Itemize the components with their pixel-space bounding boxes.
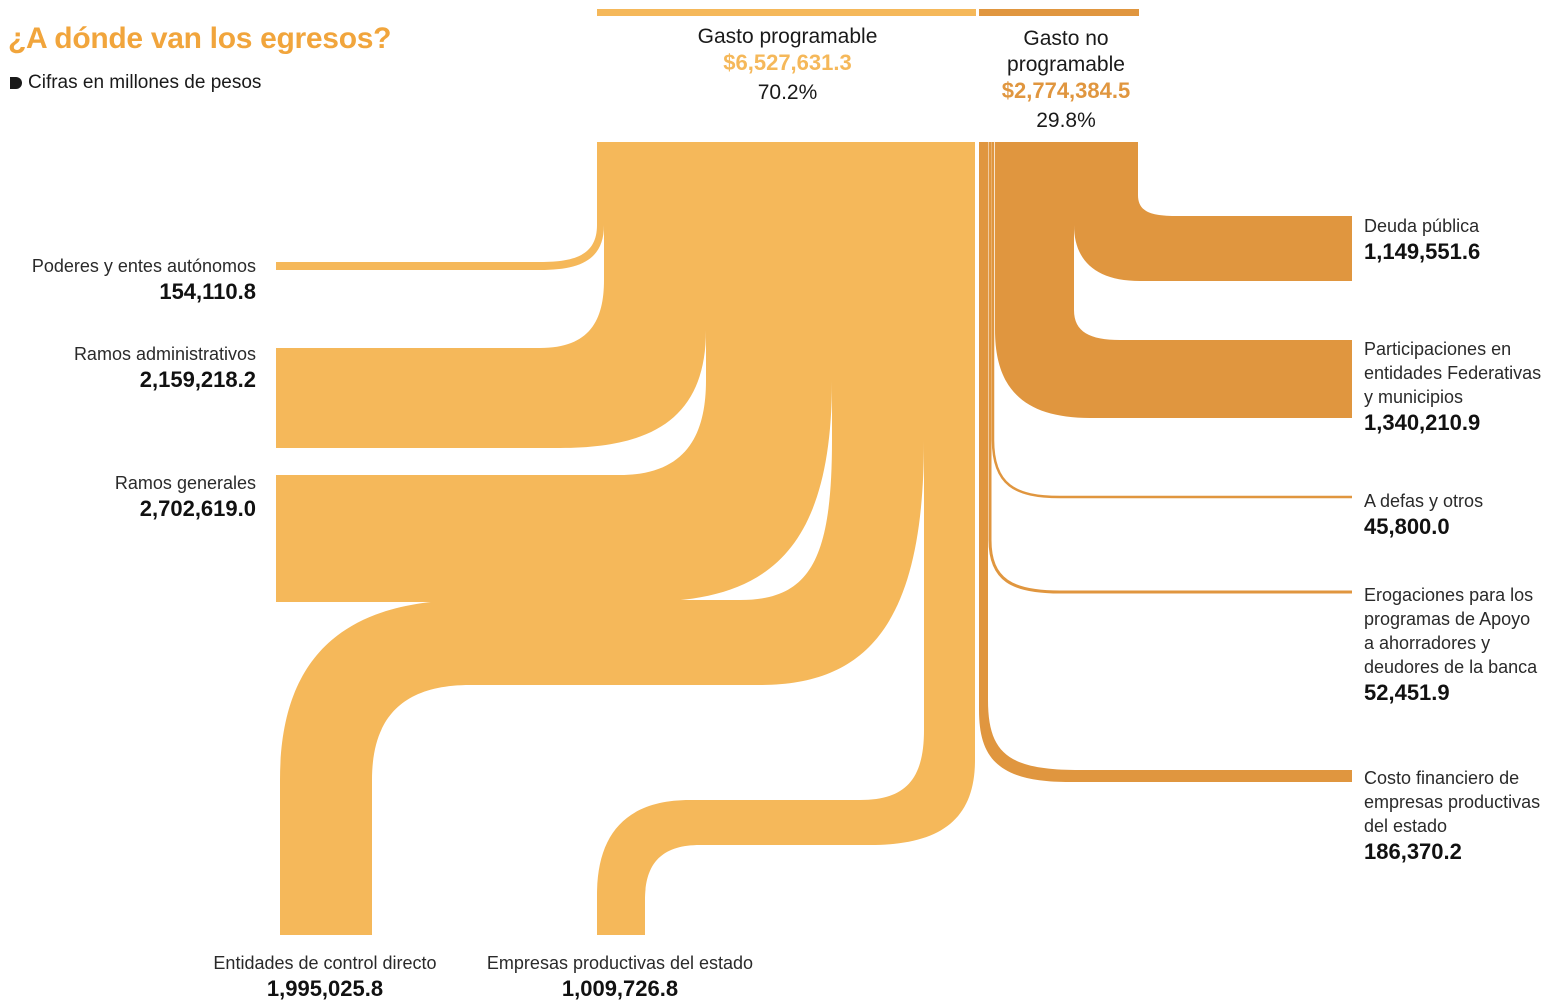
label-deuda-publica: Deuda pública 1,149,551.6 [1364, 214, 1562, 266]
label-poderes: Poderes y entes autónomos 154,110.8 [0, 254, 256, 306]
label-erogaciones: Erogaciones para los programas de Apoyo … [1364, 583, 1562, 707]
label-erogaciones-line-3: a ahorradores y [1364, 633, 1491, 653]
header-programable-label: Gasto programable [697, 25, 878, 48]
label-poderes-name: Poderes y entes autónomos [31, 256, 256, 276]
label-participaciones-value: 1,340,210.9 [1364, 410, 1481, 435]
chart-title: ¿A dónde van los egresos? [8, 22, 392, 55]
flow-ramos-generales [276, 142, 832, 602]
flow-ramos-administrativos [276, 142, 706, 448]
header-programable-amount: $6,527,631.3 [723, 50, 852, 75]
header-no-programable-pct: 29.8% [1036, 109, 1096, 132]
chart-subtitle: Cifras en millones de pesos [10, 72, 261, 94]
bullet-icon [10, 77, 22, 89]
flow-deuda-publica [1074, 142, 1352, 281]
bar-gasto-no-programable [979, 9, 1139, 16]
header-no-programable-label-2: programable [1007, 53, 1125, 76]
label-participaciones-line-2: entidades Federativas [1364, 363, 1542, 383]
label-adefas-value: 45,800.0 [1364, 514, 1450, 539]
bar-gasto-programable [597, 9, 976, 16]
label-costo-financiero-line-3: del estado [1364, 816, 1448, 836]
label-deuda-publica-line: Deuda pública [1364, 216, 1480, 236]
flow-empresas-productivas [597, 142, 975, 935]
label-entidades-control-value: 1,995,025.8 [266, 976, 384, 1001]
label-adefas-line: A defas y otros [1364, 491, 1484, 511]
label-ramos-generales-value: 2,702,619.0 [139, 496, 256, 521]
label-erogaciones-line-2: programas de Apoyo [1364, 609, 1531, 629]
label-costo-financiero-line-2: empresas productivas [1364, 792, 1541, 812]
label-empresas-productivas-value: 1,009,726.8 [561, 976, 679, 1001]
label-ramos-administrativos-value: 2,159,218.2 [139, 367, 256, 392]
header-gasto-no-programable: Gasto no programable $2,774,384.5 29.8% [980, 26, 1152, 134]
flow-participaciones [995, 142, 1352, 418]
subtitle-text: Cifras en millones de pesos [28, 72, 262, 93]
label-deuda-publica-value: 1,149,551.6 [1364, 239, 1481, 264]
label-erogaciones-line-4: deudores de la banca [1364, 657, 1538, 677]
label-costo-financiero: Costo financiero de empresas productivas… [1364, 766, 1562, 866]
flow-erogaciones [988, 142, 1352, 594]
label-ramos-administrativos-name: Ramos administrativos [73, 344, 256, 364]
label-adefas: A defas y otros 45,800.0 [1364, 489, 1562, 541]
label-erogaciones-value: 52,451.9 [1364, 680, 1450, 705]
label-ramos-administrativos: Ramos administrativos 2,159,218.2 [0, 342, 256, 394]
label-erogaciones-line-1: Erogaciones para los [1364, 585, 1534, 605]
label-empresas-productivas: Empresas productivas del estado 1,009,72… [462, 951, 778, 1003]
label-poderes-value: 154,110.8 [159, 279, 256, 304]
label-empresas-productivas-name: Empresas productivas del estado [486, 953, 754, 973]
flow-poderes [276, 142, 604, 270]
label-participaciones: Participaciones en entidades Federativas… [1364, 337, 1562, 437]
label-costo-financiero-value: 186,370.2 [1364, 839, 1462, 864]
label-ramos-generales-name: Ramos generales [114, 473, 256, 493]
flow-entidades-control [280, 142, 924, 935]
header-no-programable-label-1: Gasto no [1023, 27, 1109, 50]
header-no-programable-amount: $2,774,384.5 [1001, 78, 1131, 103]
label-entidades-control-name: Entidades de control directo [213, 953, 437, 973]
label-participaciones-line-3: y municipios [1364, 387, 1464, 407]
label-costo-financiero-line-1: Costo financiero de [1364, 768, 1520, 788]
label-participaciones-line-1: Participaciones en [1364, 339, 1512, 359]
header-programable-pct: 70.2% [757, 81, 818, 104]
label-entidades-control: Entidades de control directo 1,995,025.8 [190, 951, 460, 1003]
flow-adefas [991, 142, 1352, 499]
label-ramos-generales: Ramos generales 2,702,619.0 [0, 471, 256, 523]
header-gasto-programable: Gasto programable $6,527,631.3 70.2% [600, 24, 975, 106]
